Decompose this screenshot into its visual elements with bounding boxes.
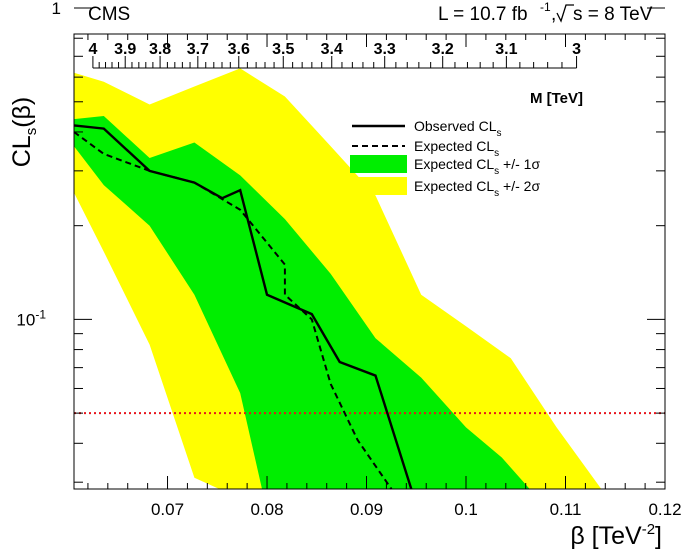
x-tick-label: 0.11	[550, 500, 582, 519]
legend-band1-swatch	[350, 155, 407, 173]
y-tick-label: 10-1	[16, 307, 46, 329]
y-axis-title-arg: (β)	[8, 97, 36, 128]
legend-band1-label: Expected CLs +/- 1σ	[414, 156, 540, 177]
y-axis: 110-1	[16, 0, 665, 483]
top-tick-label: 3.5	[272, 41, 294, 58]
y-tick-label-exponent: -1	[35, 307, 46, 321]
legend-label-text: Expected CL	[414, 138, 494, 154]
legend-label-suffix: +/- 1σ	[499, 156, 540, 172]
legend-label-subscript: s	[494, 166, 499, 177]
x-axis-title-bracket: ]	[655, 522, 662, 550]
top-tick-label: 3.6	[228, 41, 250, 58]
lumi-text: L = 10.7 fb	[438, 4, 528, 25]
legend-observed-label: Observed CLs	[414, 118, 501, 139]
legend-label-text: Expected CL	[414, 178, 494, 194]
y-axis-title: CLs(β)	[8, 97, 40, 168]
observed-line-path	[73, 124, 413, 490]
top-mass-axis: 4 3.9 3.8 3.7 3.6 3.5 3.4 3.3 3.2 3.1 3	[88, 41, 581, 69]
y-axis-title-subscript: s	[23, 128, 40, 136]
legend-expected-label: Expected CLs	[414, 138, 499, 159]
x-tick-label: 0.07	[151, 500, 184, 519]
legend-band2-swatch	[350, 177, 407, 195]
plot-frame	[73, 33, 666, 490]
observed-line	[73, 124, 413, 490]
top-tick-label: 4	[88, 41, 97, 58]
legend-label-subscript: s	[494, 188, 499, 199]
top-tick-label: 3.9	[114, 41, 136, 58]
top-tick-label: 3.4	[321, 41, 343, 58]
legend-label-subscript: s	[494, 148, 499, 159]
band-1sigma-area	[74, 116, 530, 489]
lumi-comma: ,	[551, 4, 556, 25]
x-axis: 0.07 0.08 0.09 0.1 0.11 0.12	[87, 34, 682, 519]
legend-band2-label: Expected CLs +/- 2σ	[414, 178, 540, 199]
x-axis-title-text: β [TeV	[570, 522, 642, 550]
x-tick-label: 0.09	[350, 500, 383, 519]
top-tick-label: 3.3	[374, 41, 396, 58]
y-tick-label: 1	[52, 0, 61, 18]
x-tick-label: 0.12	[648, 500, 681, 519]
expected-line	[73, 131, 393, 490]
sqrt-icon	[556, 4, 574, 23]
x-tick-label: 0.1	[454, 500, 478, 519]
y-tick-label-base: 10	[16, 310, 35, 329]
y-axis-title-text: CL	[8, 135, 36, 167]
top-tick-label: 3.2	[432, 41, 454, 58]
top-tick-label: 3	[572, 41, 581, 58]
x-axis-title-exponent: -2	[642, 521, 655, 538]
x-axis-title: β [TeV-2]	[570, 521, 662, 550]
top-tick-label: 3.8	[149, 41, 171, 58]
expected-line-path	[73, 131, 393, 490]
top-tick-label: 3.7	[187, 41, 209, 58]
top-tick-label: 3.1	[495, 41, 517, 58]
lumi-exponent: -1	[540, 0, 551, 14]
legend-label-suffix: +/- 2σ	[499, 178, 540, 194]
top-axis-label: M [TeV]	[530, 90, 583, 107]
legend-label-text: Observed CL	[414, 118, 497, 134]
x-tick-label: 0.08	[250, 500, 283, 519]
legend-label-subscript: s	[496, 128, 501, 139]
legend-label-text: Expected CL	[414, 156, 494, 172]
luminosity-label: L = 10.7 fb -1 , s = 8 TeV	[438, 0, 653, 25]
energy-text: s = 8 TeV	[573, 4, 653, 25]
experiment-label: CMS	[88, 4, 130, 25]
band-1sigma	[74, 116, 530, 489]
